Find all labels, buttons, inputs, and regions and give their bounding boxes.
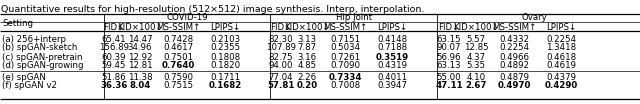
Text: 8.04: 8.04 — [129, 82, 150, 90]
Text: 0.4879: 0.4879 — [499, 72, 529, 82]
Text: 0.1820: 0.1820 — [210, 61, 240, 71]
Text: 0.2103: 0.2103 — [210, 35, 240, 43]
Text: 0.2355: 0.2355 — [210, 43, 240, 53]
Text: 94.00: 94.00 — [269, 61, 293, 71]
Text: 0.4618: 0.4618 — [546, 53, 576, 61]
Text: 0.4379: 0.4379 — [546, 72, 576, 82]
Text: 0.7188: 0.7188 — [377, 43, 407, 53]
Text: 0.4011: 0.4011 — [377, 72, 407, 82]
Text: 0.7590: 0.7590 — [163, 72, 193, 82]
Text: KID×100↓: KID×100↓ — [453, 22, 499, 32]
Text: 2.67: 2.67 — [465, 82, 487, 90]
Text: (f) spGAN v2: (f) spGAN v2 — [2, 82, 57, 90]
Text: 57.81: 57.81 — [268, 82, 294, 90]
Text: 3.16: 3.16 — [298, 53, 317, 61]
Text: 0.7261: 0.7261 — [330, 53, 360, 61]
Text: 156.89: 156.89 — [99, 43, 129, 53]
Text: KID×100↓: KID×100↓ — [117, 22, 163, 32]
Text: 0.2254: 0.2254 — [499, 43, 529, 53]
Text: COVID-19: COVID-19 — [166, 14, 208, 22]
Text: 11.38: 11.38 — [128, 72, 152, 82]
Text: Quantitative results for high-resolution (512×512) image synthesis. Interp, inte: Quantitative results for high-resolution… — [1, 5, 424, 14]
Text: 5.35: 5.35 — [467, 61, 486, 71]
Text: 77.04: 77.04 — [269, 72, 293, 82]
Text: LPIPS↓: LPIPS↓ — [546, 22, 576, 32]
Text: 0.7640: 0.7640 — [161, 61, 195, 71]
Text: 0.20: 0.20 — [296, 82, 317, 90]
Text: 7.87: 7.87 — [298, 43, 317, 53]
Text: 0.4970: 0.4970 — [497, 82, 531, 90]
Text: 0.5034: 0.5034 — [330, 43, 360, 53]
Text: 55.00: 55.00 — [436, 72, 461, 82]
Text: 0.4319: 0.4319 — [377, 61, 407, 71]
Text: 63.15: 63.15 — [436, 35, 461, 43]
Text: 0.7008: 0.7008 — [330, 82, 360, 90]
Text: MS-SSIM↑: MS-SSIM↑ — [156, 22, 200, 32]
Text: 0.1808: 0.1808 — [210, 53, 240, 61]
Text: (e) spGAN: (e) spGAN — [2, 72, 46, 82]
Text: 82.75: 82.75 — [269, 53, 293, 61]
Text: (d) spGAN-growing: (d) spGAN-growing — [2, 61, 83, 71]
Text: 0.4290: 0.4290 — [545, 82, 578, 90]
Text: 0.3947: 0.3947 — [377, 82, 407, 90]
Text: 0.7515: 0.7515 — [163, 82, 193, 90]
Text: 63.13: 63.13 — [436, 61, 461, 71]
Text: 2.26: 2.26 — [298, 72, 317, 82]
Text: 4.85: 4.85 — [298, 61, 317, 71]
Text: FID↓: FID↓ — [438, 22, 460, 32]
Text: 3.13: 3.13 — [298, 35, 317, 43]
Text: 0.2254: 0.2254 — [546, 35, 576, 43]
Text: 0.1711: 0.1711 — [210, 72, 240, 82]
Text: 34.96: 34.96 — [128, 43, 152, 53]
Text: 14.47: 14.47 — [128, 35, 152, 43]
Text: MS-SSIM↑: MS-SSIM↑ — [492, 22, 536, 32]
Text: 82.30: 82.30 — [269, 35, 293, 43]
Text: 0.4617: 0.4617 — [163, 43, 193, 53]
Text: 90.07: 90.07 — [436, 43, 461, 53]
Text: FID↓: FID↓ — [270, 22, 292, 32]
Text: 36.36: 36.36 — [100, 82, 128, 90]
Text: 0.3519: 0.3519 — [376, 53, 408, 61]
Text: MS-SSIM↑: MS-SSIM↑ — [323, 22, 367, 32]
Text: Setting: Setting — [2, 19, 33, 27]
Text: 0.1682: 0.1682 — [209, 82, 242, 90]
Text: 65.41: 65.41 — [102, 35, 126, 43]
Text: 5.57: 5.57 — [467, 35, 486, 43]
Text: 12.81: 12.81 — [128, 61, 152, 71]
Text: Ovary: Ovary — [521, 14, 547, 22]
Text: 1.3418: 1.3418 — [546, 43, 576, 53]
Text: 0.7151: 0.7151 — [330, 35, 360, 43]
Text: 0.4332: 0.4332 — [499, 35, 529, 43]
Text: FID↓: FID↓ — [103, 22, 125, 32]
Text: (c) spGAN-pretrain: (c) spGAN-pretrain — [2, 53, 83, 61]
Text: 0.4619: 0.4619 — [546, 61, 576, 71]
Text: 60.39: 60.39 — [102, 53, 126, 61]
Text: 51.86: 51.86 — [102, 72, 126, 82]
Text: LPIPS↓: LPIPS↓ — [377, 22, 407, 32]
Text: 47.11: 47.11 — [435, 82, 463, 90]
Text: 4.10: 4.10 — [467, 72, 486, 82]
Text: 59.45: 59.45 — [102, 61, 126, 71]
Text: 12.85: 12.85 — [464, 43, 488, 53]
Text: 107.89: 107.89 — [266, 43, 296, 53]
Text: 0.7090: 0.7090 — [330, 61, 360, 71]
Text: LPIPS↓: LPIPS↓ — [210, 22, 240, 32]
Text: 0.4966: 0.4966 — [499, 53, 529, 61]
Text: 0.7428: 0.7428 — [163, 35, 193, 43]
Text: 0.4148: 0.4148 — [377, 35, 407, 43]
Text: 0.7334: 0.7334 — [328, 72, 362, 82]
Text: (b) spGAN-sketch: (b) spGAN-sketch — [2, 43, 77, 53]
Text: 12.92: 12.92 — [128, 53, 152, 61]
Text: KID×100↓: KID×100↓ — [284, 22, 330, 32]
Text: 0.7501: 0.7501 — [163, 53, 193, 61]
Text: 4.37: 4.37 — [467, 53, 486, 61]
Text: 0.4892: 0.4892 — [499, 61, 529, 71]
Text: (a) 256+interp: (a) 256+interp — [2, 35, 66, 43]
Text: 56.96: 56.96 — [436, 53, 461, 61]
Text: Hip Joint: Hip Joint — [336, 14, 372, 22]
